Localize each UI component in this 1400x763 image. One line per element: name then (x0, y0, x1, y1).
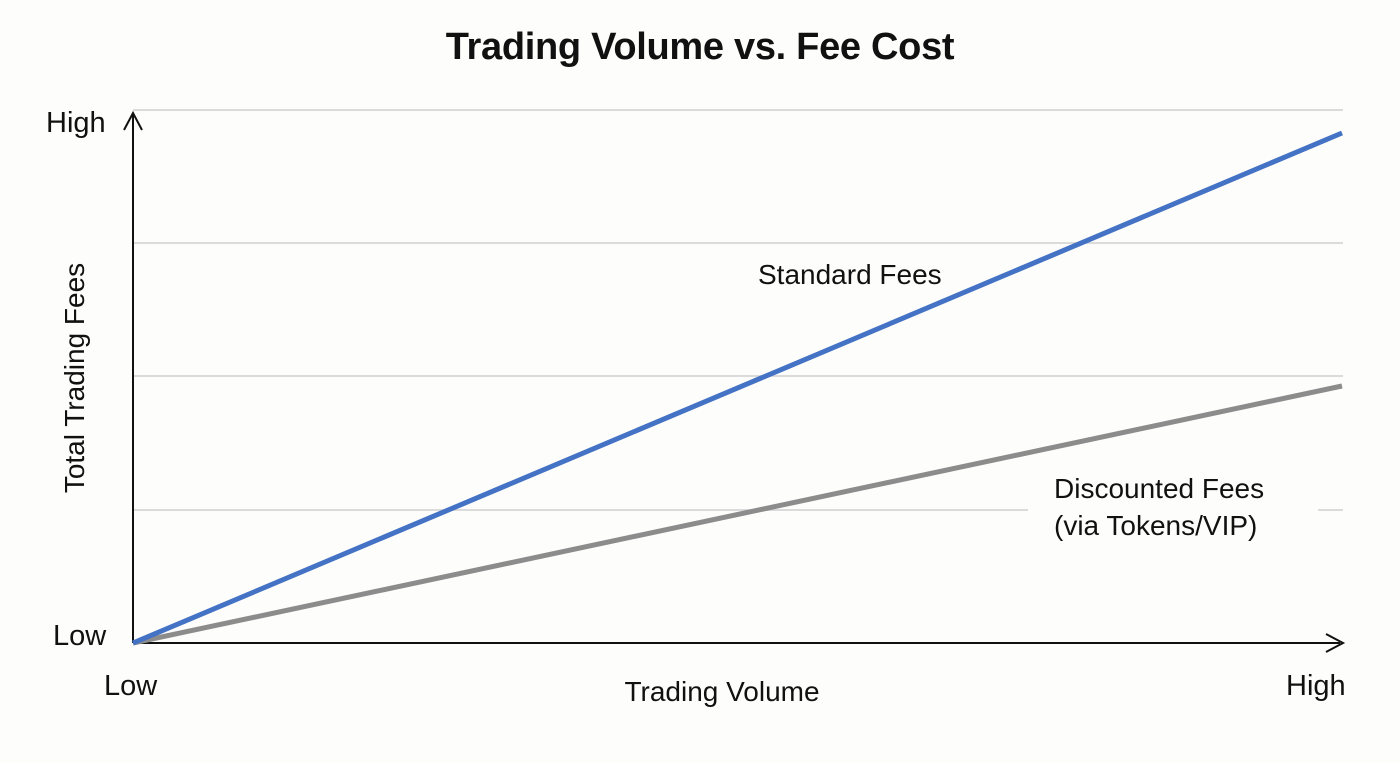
y-tick-high: High (46, 107, 106, 139)
chart-title: Trading Volume vs. Fee Cost (445, 26, 955, 68)
discounted-fees-annotation-line2: (via Tokens/VIP) (1054, 510, 1258, 541)
x-axis-label: Trading Volume (624, 676, 820, 707)
standard-fees-annotation: Standard Fees (758, 259, 942, 290)
y-axis-arrow-icon (123, 110, 143, 131)
x-tick-high: High (1286, 670, 1346, 702)
series-line-discounted (132, 383, 1343, 646)
series-line-standard (132, 130, 1343, 646)
discounted-fees-annotation: Discounted Fees (via Tokens/VIP) (1054, 470, 1264, 544)
y-tick-low: Low (53, 620, 107, 652)
x-axis-arrow-icon (1325, 633, 1346, 653)
y-axis-label: Total Trading Fees (59, 262, 90, 494)
discounted-fees-annotation-line1: Discounted Fees (1054, 473, 1265, 504)
x-tick-low: Low (104, 670, 158, 702)
axes (123, 110, 1346, 653)
gridlines (133, 109, 1343, 511)
